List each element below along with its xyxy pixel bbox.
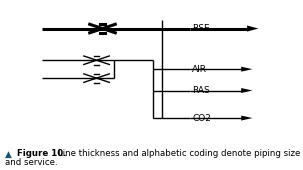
Polygon shape (241, 88, 252, 93)
Text: and service.: and service. (5, 158, 58, 167)
Text: Line thickness and alphabetic coding denote piping size: Line thickness and alphabetic coding den… (58, 149, 301, 158)
Text: Figure 10.: Figure 10. (17, 149, 66, 158)
Polygon shape (247, 26, 258, 32)
Text: RAS: RAS (192, 86, 210, 95)
Text: ▲: ▲ (5, 149, 12, 158)
Polygon shape (241, 116, 252, 121)
Text: RSE: RSE (192, 24, 210, 33)
Polygon shape (241, 67, 252, 72)
Text: AIR: AIR (192, 65, 207, 74)
Text: CO2: CO2 (192, 114, 211, 123)
